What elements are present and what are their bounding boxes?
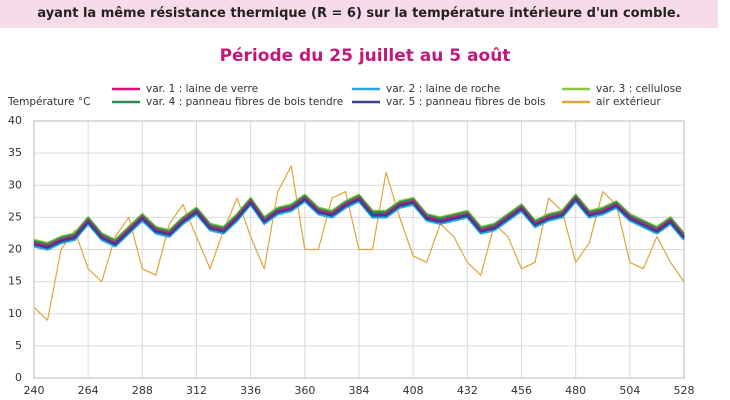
plot-frame bbox=[33, 120, 685, 379]
series-line bbox=[33, 194, 685, 246]
legend-label: var. 1 : laine de verre bbox=[146, 83, 258, 95]
header-banner: ayant la même résistance thermique (R = … bbox=[0, 0, 718, 28]
y-tick-label: 15 bbox=[8, 275, 22, 288]
series-line bbox=[33, 196, 685, 248]
header-text: ayant la même résistance thermique (R = … bbox=[37, 6, 681, 21]
y-tick-label: 25 bbox=[8, 210, 22, 223]
x-tick-label: 528 bbox=[674, 384, 695, 397]
y-tick-label: 20 bbox=[8, 243, 22, 256]
y-axis-label: Température °C bbox=[7, 96, 90, 108]
y-tick-label: 10 bbox=[8, 307, 22, 320]
x-tick-label: 456 bbox=[511, 384, 532, 397]
legend-label: var. 5 : panneau fibres de bois bbox=[386, 96, 545, 108]
legend-label: var. 3 : cellulose bbox=[596, 83, 682, 95]
series-line bbox=[33, 193, 685, 245]
x-tick-label: 408 bbox=[403, 384, 424, 397]
x-tick-label: 336 bbox=[240, 384, 261, 397]
x-tick-label: 384 bbox=[349, 384, 370, 397]
x-tick-label: 264 bbox=[78, 384, 99, 397]
y-tick-label: 5 bbox=[15, 339, 22, 352]
x-tick-label: 288 bbox=[132, 384, 153, 397]
series-line bbox=[33, 198, 685, 249]
series-line bbox=[33, 165, 685, 321]
x-tick-label: 240 bbox=[24, 384, 45, 397]
legend-label: var. 2 : laine de roche bbox=[386, 83, 500, 95]
x-tick-label: 504 bbox=[619, 384, 640, 397]
y-tick-label: 40 bbox=[8, 114, 22, 127]
series-line bbox=[33, 200, 685, 251]
legend-label: var. 4 : panneau fibres de bois tendre bbox=[146, 96, 343, 108]
legend-label: air extérieur bbox=[596, 96, 661, 108]
x-tick-label: 360 bbox=[294, 384, 315, 397]
y-tick-label: 30 bbox=[8, 178, 22, 191]
y-tick-label: 0 bbox=[15, 371, 22, 384]
y-tick-label: 35 bbox=[8, 146, 22, 159]
x-tick-label: 432 bbox=[457, 384, 478, 397]
chart-title: Période du 25 juillet au 5 août bbox=[220, 46, 511, 66]
x-tick-label: 480 bbox=[565, 384, 586, 397]
x-tick-label: 312 bbox=[186, 384, 207, 397]
